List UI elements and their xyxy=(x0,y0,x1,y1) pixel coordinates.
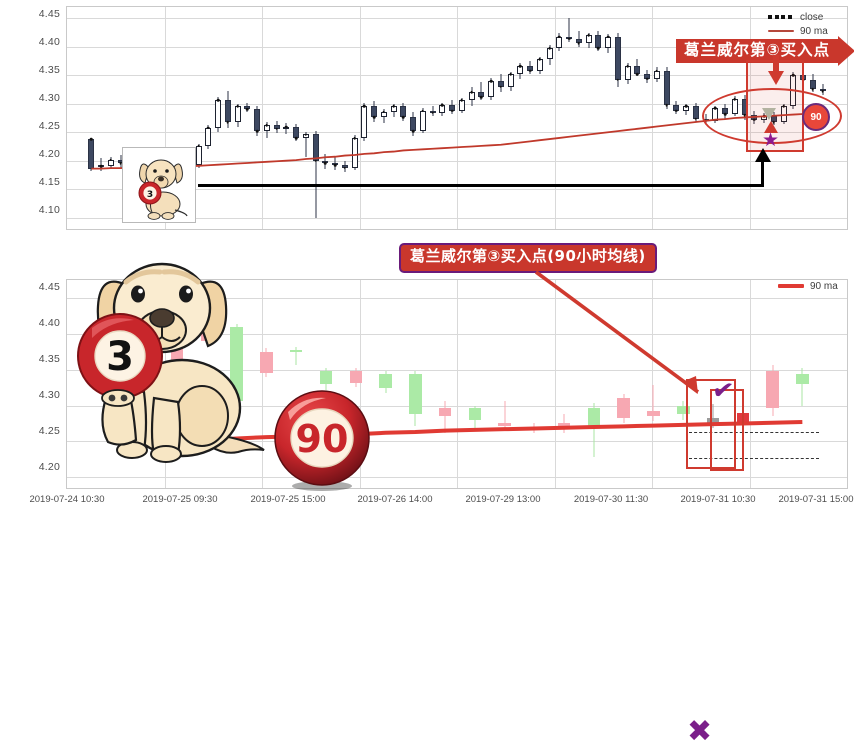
y-tick-label: 4.25 xyxy=(39,120,60,132)
dog-illustration-small: 3 xyxy=(123,148,195,222)
y-tick-label: 4.35 xyxy=(39,353,60,365)
y-tick-label: 4.10 xyxy=(39,204,60,216)
bottom-chart-panel: 4.45 4.40 4.35 4.30 4.25 4.20 90 ma ✔ ✖ xyxy=(0,266,854,520)
legend-entry-close: close xyxy=(768,10,850,24)
y-tick-label: 4.40 xyxy=(39,36,60,48)
legend-label: 90 ma xyxy=(800,26,828,37)
dotted-line-icon xyxy=(768,15,794,19)
legend-label: 90 ma xyxy=(810,281,838,292)
ma90-ball-illustration: 90 xyxy=(272,386,372,496)
x-tick-label: 2019-07-29 13:00 xyxy=(465,494,540,505)
legend-label: close xyxy=(800,12,823,23)
bottom-chart-y-axis: 4.45 4.40 4.35 4.30 4.25 4.20 xyxy=(0,266,60,496)
solid-line-icon xyxy=(768,30,794,32)
ball-number-90: 90 xyxy=(296,417,349,461)
ball-number-3: 3 xyxy=(106,334,134,380)
y-tick-label: 4.30 xyxy=(39,92,60,104)
x-tick-label: 2019-07-31 10:30 xyxy=(680,494,755,505)
top-chart-legend: close 90 ma xyxy=(768,10,850,38)
dog-inset-thumbnail: 3 xyxy=(122,147,196,223)
gray-triangle-marker xyxy=(762,108,776,120)
y-tick-label: 4.20 xyxy=(39,148,60,160)
bottom-chart-legend: 90 ma xyxy=(778,279,854,293)
bottom-chart-x-axis: 2019-07-24 10:30 2019-07-25 09:30 2019-0… xyxy=(0,494,854,516)
y-tick-label: 4.20 xyxy=(39,461,60,473)
top-chart-panel: 4.45 4.40 4.35 4.30 4.25 4.20 4.15 4.10 … xyxy=(0,0,854,235)
arrow-right-icon xyxy=(838,36,854,66)
y-tick-label: 4.35 xyxy=(39,64,60,76)
x-tick-label: 2019-07-30 11:30 xyxy=(574,494,648,505)
y-tick-label: 4.15 xyxy=(39,176,60,188)
ma90-badge: 90 xyxy=(802,103,830,131)
purple-x-marker: ✖ xyxy=(687,717,712,747)
x-tick-label: 2019-07-31 15:00 xyxy=(778,494,853,505)
x-tick-label: 2019-07-26 14:00 xyxy=(357,494,432,505)
dog-illustration-large: 3 xyxy=(62,238,282,478)
svg-text:3: 3 xyxy=(147,190,153,200)
y-tick-label: 4.40 xyxy=(39,317,60,329)
purple-check-marker: ✔ xyxy=(710,377,735,406)
down-arrow-icon xyxy=(767,55,785,87)
x-tick-label: 2019-07-25 15:00 xyxy=(250,494,325,505)
connector-horizontal-line xyxy=(198,184,764,187)
legend-entry-ma: 90 ma xyxy=(778,279,854,293)
y-tick-label: 4.45 xyxy=(39,281,60,293)
x-tick-label: 2019-07-24 10:30 xyxy=(29,494,104,505)
solid-line-icon xyxy=(778,284,804,288)
y-tick-label: 4.45 xyxy=(39,8,60,20)
connector-arrow-head-icon xyxy=(755,148,771,164)
top-chart-y-axis: 4.45 4.40 4.35 4.30 4.25 4.20 4.15 4.10 xyxy=(0,0,60,235)
y-tick-label: 4.25 xyxy=(39,425,60,437)
x-tick-label: 2019-07-25 09:30 xyxy=(142,494,217,505)
y-tick-label: 4.30 xyxy=(39,389,60,401)
chart-page: 4.45 4.40 4.35 4.30 4.25 4.20 4.15 4.10 … xyxy=(0,0,854,520)
